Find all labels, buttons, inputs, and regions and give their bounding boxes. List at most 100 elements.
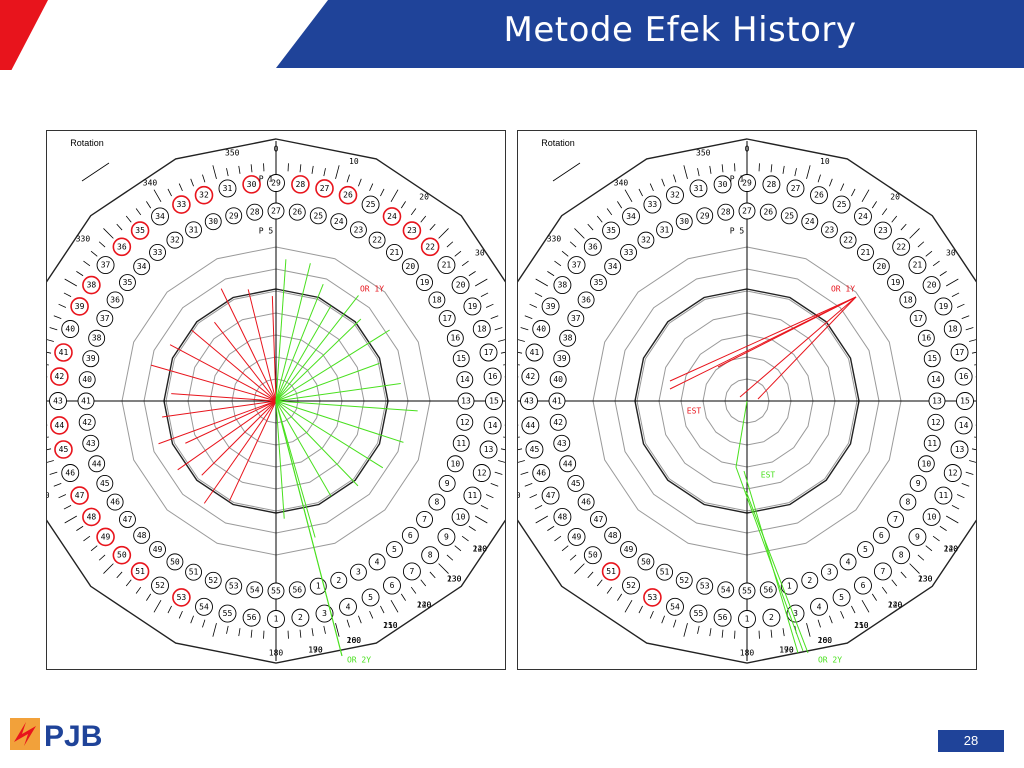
degree-tick — [624, 189, 633, 203]
balance-hole-number: 49 — [624, 545, 634, 554]
balance-hole-number: 32 — [170, 236, 180, 245]
or-2y-vector — [735, 466, 804, 652]
degree-tick — [390, 599, 399, 613]
response-vector-red — [185, 400, 277, 444]
degree-tick — [190, 615, 194, 624]
balance-hole-marker — [717, 581, 735, 599]
balance-hole-number: 7 — [881, 567, 886, 576]
balance-hole-number: 40 — [82, 375, 92, 384]
degree-tick — [178, 610, 183, 619]
balance-hole-number: 38 — [92, 334, 102, 343]
degree-tick — [534, 292, 543, 297]
angle-label: 240 — [944, 545, 959, 554]
balance-hole-marker — [759, 581, 777, 599]
degree-tick — [534, 505, 543, 510]
balance-hole-number: 44 — [55, 421, 65, 430]
balance-hole-number: 17 — [955, 348, 965, 357]
balance-hole-number: 7 — [410, 567, 415, 576]
degree-tick — [638, 605, 643, 614]
balance-hole-marker — [483, 416, 502, 435]
balance-hole-number: 43 — [524, 397, 534, 406]
balance-hole-number: 10 — [927, 512, 937, 521]
degree-tick — [490, 483, 499, 487]
degree-tick — [917, 241, 925, 248]
balance-hole-number: 20 — [406, 262, 416, 271]
balance-hole-marker — [472, 464, 491, 482]
response-vector-red — [271, 296, 277, 402]
balance-hole-number: 43 — [86, 439, 96, 448]
balance-hole-number: 51 — [606, 567, 616, 576]
balance-hole-marker — [88, 455, 106, 473]
angle-label: 10 — [820, 157, 830, 166]
balance-hole-marker — [541, 297, 560, 316]
balance-hole-number: 17 — [442, 314, 452, 323]
balance-hole-marker — [590, 274, 607, 291]
balance-hole-marker — [225, 577, 243, 595]
balance-hole-number: 3 — [356, 568, 361, 577]
balance-hole-marker — [762, 608, 781, 627]
degree-tick — [520, 471, 529, 475]
degree-tick — [909, 563, 920, 574]
balance-hole-number: 15 — [489, 397, 499, 406]
degree-tick — [202, 619, 206, 628]
balance-hole-marker — [61, 464, 80, 482]
degree-tick — [939, 525, 947, 531]
balance-hole-number: 12 — [460, 418, 470, 427]
balance-hole-marker — [242, 175, 261, 194]
balance-hole-marker — [456, 413, 474, 431]
angle-label: 200 — [347, 636, 362, 645]
balance-hole-number: 46 — [536, 469, 546, 478]
balance-hole-number: 20 — [456, 281, 466, 290]
degree-tick — [969, 460, 976, 463]
balance-hole-marker — [401, 526, 419, 544]
angle-label: 140 — [888, 600, 903, 609]
balance-hole-marker — [96, 256, 115, 275]
degree-tick — [504, 376, 505, 378]
balance-hole-number: 44 — [526, 421, 536, 430]
balance-hole-marker — [917, 329, 935, 347]
balance-hole-number: 56 — [718, 613, 728, 622]
balance-hole-number: 21 — [390, 248, 400, 257]
balance-hole-number: 35 — [594, 278, 604, 287]
response-vector-red — [214, 321, 277, 402]
balance-hole-number: 39 — [557, 354, 567, 363]
balance-hole-number: 28 — [767, 180, 777, 189]
balance-hole-number: 1 — [274, 615, 279, 624]
balance-hole-number: 53 — [648, 593, 658, 602]
balance-hole-number: 6 — [408, 531, 413, 540]
balance-hole-number: 3 — [827, 568, 832, 577]
balance-hole-number: 22 — [896, 242, 906, 251]
degree-tick — [917, 554, 925, 561]
degree-tick — [956, 303, 965, 308]
balance-hole-marker — [246, 203, 264, 221]
rotation-arrow-icon — [81, 162, 110, 182]
degree-tick — [891, 215, 898, 223]
balance-hole-number: 40 — [553, 375, 563, 384]
degree-tick — [47, 436, 49, 438]
balance-hole-marker — [479, 343, 498, 362]
balance-hole-number: 24 — [805, 217, 815, 226]
balance-hole-marker — [149, 541, 166, 558]
balance-hole-number: 34 — [608, 262, 618, 271]
balance-hole-marker — [909, 474, 927, 492]
balance-hole-marker — [854, 576, 872, 595]
balance-hole-number: 45 — [571, 479, 581, 488]
balance-hole-marker — [622, 576, 640, 595]
degree-tick — [58, 303, 67, 308]
degree-tick — [617, 201, 623, 209]
degree-tick — [782, 165, 785, 174]
degree-tick — [63, 292, 72, 297]
balance-hole-number: 49 — [572, 532, 582, 541]
balance-hole-number: 25 — [366, 200, 376, 209]
degree-tick — [58, 494, 67, 499]
balance-hole-marker — [541, 486, 560, 505]
or-2y-vector — [275, 400, 343, 657]
balance-hole-marker — [267, 610, 285, 628]
degree-tick — [974, 436, 976, 438]
balance-hole-marker — [738, 610, 756, 628]
degree-tick — [794, 168, 797, 177]
balance-hole-marker — [567, 474, 585, 492]
balance-hole-number: 38 — [87, 281, 97, 290]
pjb-logo: PJB — [10, 718, 102, 753]
balance-hole-marker — [151, 207, 169, 226]
